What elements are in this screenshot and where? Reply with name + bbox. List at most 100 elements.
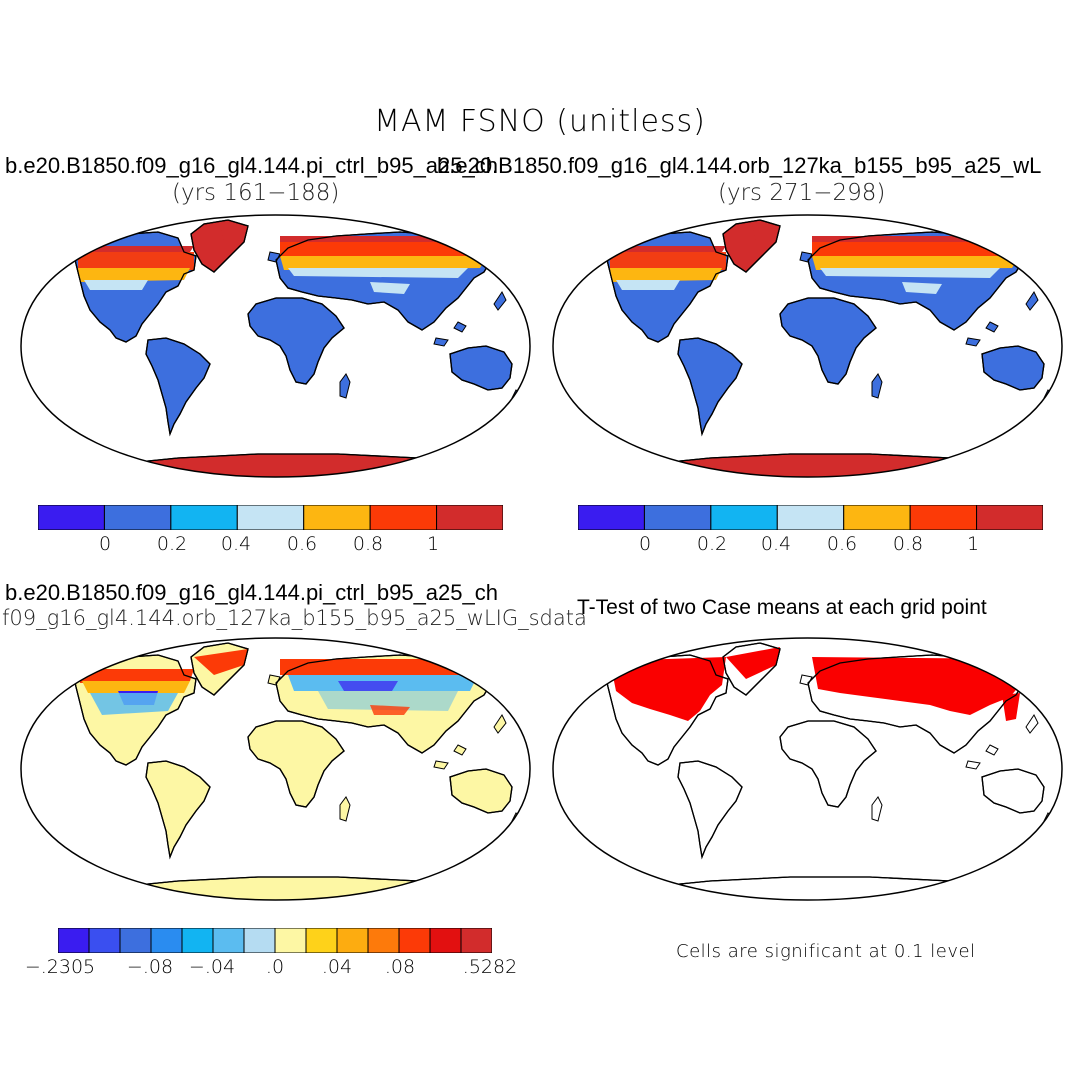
map-frame (20, 214, 531, 478)
eu-snow-light (820, 268, 1000, 278)
colorbar-box (976, 505, 1043, 530)
coastline (677, 337, 743, 437)
coastline (981, 768, 1045, 814)
colorbar-tick-label: .0 (265, 956, 285, 978)
na-diff-blue (90, 693, 178, 715)
asia-diff-blue (318, 691, 458, 711)
eurasia-significant (812, 657, 1028, 715)
difference-bands (78, 649, 496, 715)
colorbar-box (119, 928, 152, 953)
australia-land (981, 768, 1045, 814)
island-land (433, 337, 449, 347)
map-panel-case1 (20, 214, 531, 478)
panel-br-title: T-Test of two Case means at each grid po… (577, 596, 987, 619)
island-land (871, 373, 883, 399)
colorbar-box (710, 505, 778, 530)
snow-bands (78, 224, 496, 294)
south-america-land (677, 760, 743, 860)
coastline (247, 720, 345, 808)
island-land (493, 291, 507, 311)
australia-land (981, 345, 1045, 391)
colorbar-tick-label: −.08 (126, 956, 174, 978)
na-snow-orange (78, 268, 190, 282)
map-panel-ttest (552, 637, 1063, 901)
island-land (493, 714, 507, 734)
coastline (275, 231, 497, 331)
colorbar-box (150, 928, 183, 953)
coastline (145, 760, 211, 860)
colorbar-box (38, 505, 105, 530)
panel-bl-subtitle: f09_g16_gl4.144.orb_127ka_b155_b95_a25_w… (2, 606, 587, 630)
na-snow-orange (610, 268, 722, 282)
island-land (965, 760, 981, 770)
coastline (604, 654, 729, 766)
colorbar-box (643, 505, 712, 530)
coastline (722, 642, 781, 696)
greenland-snow (220, 224, 248, 242)
colorbar-tick-label: 1 (426, 533, 440, 555)
colorbar-tick-label: 0.2 (696, 533, 728, 555)
colorbar-tick-label: 0.8 (892, 533, 924, 555)
island-land (965, 337, 981, 347)
panel-tr-years: (yrs 271−298) (718, 180, 886, 206)
island-land (1025, 291, 1039, 311)
colorbar-box (181, 928, 214, 953)
colorbar-case2 (578, 505, 1043, 530)
colorbar-box (170, 505, 238, 530)
east-asia-significant (1002, 693, 1020, 721)
coastline (677, 760, 743, 860)
colorbar-box (58, 928, 90, 953)
coastline (779, 297, 877, 385)
colorbar-box (243, 928, 276, 953)
colorbar-box (436, 505, 503, 530)
colorbar-box (103, 505, 172, 530)
colorbar-tick-label: 1 (966, 533, 980, 555)
significance-note: Cells are significant at 0.1 level (676, 941, 976, 962)
coastline (449, 768, 513, 814)
tibet-diff (370, 705, 410, 715)
colorbar-difference (58, 928, 492, 953)
colorbar-box (303, 505, 371, 530)
colorbar-box (398, 928, 431, 953)
map-panel-difference (20, 637, 531, 901)
eu-snow-red (280, 242, 494, 258)
snow-bands (610, 224, 1028, 294)
colorbar-tick-label: 0.6 (286, 533, 318, 555)
map-content (604, 219, 1055, 477)
greenland-snow (752, 224, 780, 242)
coastline (145, 337, 211, 437)
coastline (981, 345, 1045, 391)
island-land (985, 744, 999, 756)
colorbar-box (236, 505, 305, 530)
colorbar-tick-label: −.2305 (24, 956, 96, 978)
south-america-land (677, 337, 743, 437)
eu-snow-light (288, 268, 468, 278)
colorbar-box (429, 928, 462, 953)
colorbar-box (212, 928, 245, 953)
greenland-diff (194, 649, 248, 675)
eu-diff-red (280, 659, 496, 675)
island-land (985, 321, 999, 333)
coastline (779, 720, 877, 808)
colorbar-tick-label: .08 (384, 956, 416, 978)
colorbar-tick-label: 0.6 (826, 533, 858, 555)
significance-cells (610, 647, 1028, 721)
coastline (247, 297, 345, 385)
eu-snow-orange (812, 256, 1020, 270)
colorbar-tick-label: .5282 (462, 956, 518, 978)
colorbar-box (460, 928, 492, 953)
eu-diff-deep (338, 681, 398, 691)
coastline (72, 654, 197, 766)
colorbar-tick-label: .04 (321, 956, 353, 978)
na-snow-light (84, 280, 148, 290)
south-america-land (145, 337, 211, 437)
colorbar-box (336, 928, 369, 953)
colorbar-box (369, 505, 438, 530)
map-frame (552, 637, 1063, 901)
arctic-snow (78, 246, 194, 252)
na-significant (610, 657, 726, 721)
south-america-land (145, 760, 211, 860)
colorbar-box (88, 928, 121, 953)
colorbar-tick-label: 0 (638, 533, 652, 555)
arctic-snow (610, 246, 726, 252)
